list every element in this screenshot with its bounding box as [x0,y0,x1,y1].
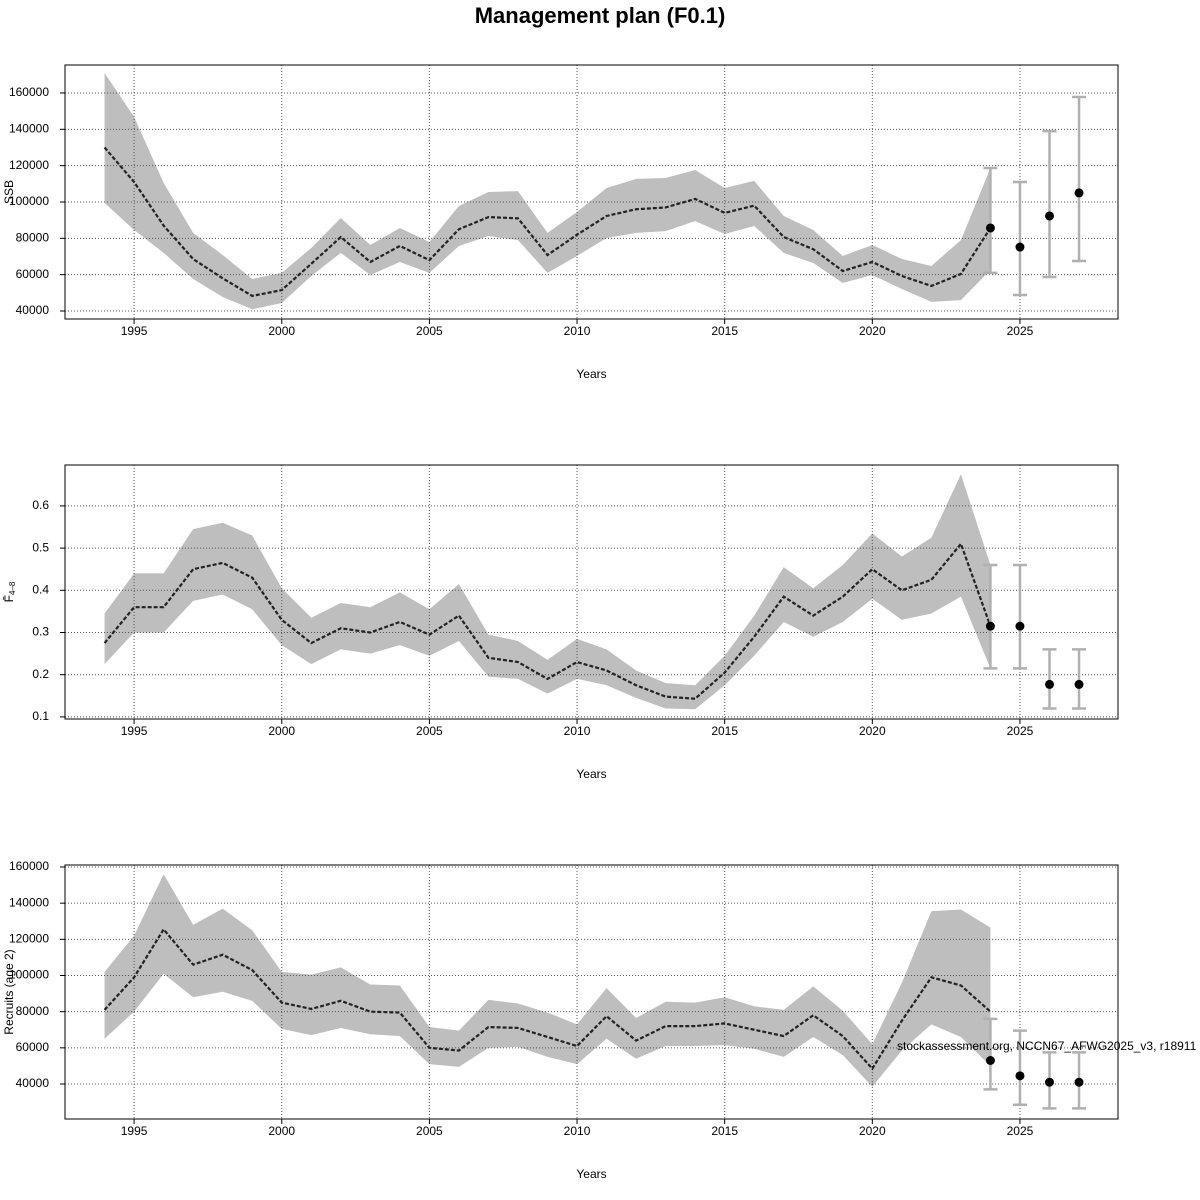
error-bar [1012,1029,1027,1107]
projection-point [985,223,995,233]
x-tick-label: 2005 [416,324,443,338]
projection-point [1074,679,1084,689]
error-bar [1012,180,1027,297]
x-tick-label: 2025 [1007,1124,1034,1138]
projection-point [1044,679,1054,689]
plot-frame [64,464,1119,720]
projection-point [1015,242,1025,252]
y-axis-label: SSB [2,180,16,204]
error-bar [1072,648,1087,710]
x-tick-label: 2025 [1007,724,1034,738]
panel: 1995 2000 2005 2010 2015 2020 2025 40000 60000 80… [2,859,1119,1181]
confidence-band [104,874,991,1087]
x-tick-label: 2010 [564,724,591,738]
x-axis-label: Years [576,367,606,381]
projection-point [985,1055,995,1065]
y-tick-label: 0.6 [32,498,49,512]
y-tick-label: 60000 [16,1040,50,1054]
x-tick-label: 1995 [121,1124,148,1138]
x-tick-label: 2020 [859,324,886,338]
panel: 1995 2000 2005 2010 2015 2020 2025 0.1 0.2 0.3 0.4… [2,464,1119,781]
error-bar [1042,648,1057,710]
y-tick-label: 120000 [9,158,49,172]
error-bar [1072,95,1087,263]
y-tick-label: 140000 [9,121,49,135]
error-bar [983,1017,998,1091]
x-tick-label: 2005 [416,1124,443,1138]
y-tick-label: 0.4 [32,582,49,596]
projection-point [1044,1077,1054,1087]
confidence-band [104,474,991,710]
x-tick-label: 2005 [416,724,443,738]
projection-point [1074,1077,1084,1087]
x-tick-label: 2025 [1007,324,1034,338]
y-axis-label-main: SSB [2,180,16,204]
x-tick-label: 2015 [711,724,738,738]
y-tick-label: 0.5 [32,540,49,554]
y-axis-label-main: F̄ [2,595,16,602]
confidence-band [104,72,991,310]
chart-title: Management plan (F0.1) [475,3,726,28]
x-axis-label: Years [576,767,606,781]
x-tick-label: 2015 [711,1124,738,1138]
y-tick-label: 160000 [9,859,49,873]
y-tick-label: 100000 [9,194,49,208]
error-bar [983,563,998,670]
y-tick-label: 0.2 [32,667,49,681]
y-tick-label: 80000 [16,1004,50,1018]
y-tick-label: 80000 [16,231,50,245]
plot-frame [64,64,1119,320]
y-tick-label: 160000 [9,85,49,99]
error-bar [983,166,998,275]
error-bar [1042,129,1057,279]
y-axis-label: F̄4–8 [2,581,17,602]
y-tick-label: 60000 [16,267,50,281]
y-tick-label: 0.1 [32,709,49,723]
panel: 1995 2000 2005 2010 2015 2020 2025 40000 60000 80… [2,64,1119,381]
x-tick-label: 1995 [121,724,148,738]
y-tick-label: 40000 [16,1076,50,1090]
y-tick-label: 40000 [16,303,50,317]
footer-note: stockassessment.org, NCCN67_AFWG2025_v3,… [897,1039,1200,1053]
y-tick-label: 100000 [9,968,49,982]
plot-frame [64,864,1119,1120]
x-tick-label: 2020 [859,724,886,738]
error-bar [1012,563,1027,670]
projection-point [1074,188,1084,198]
projection-point [985,621,995,631]
y-tick-label: 0.3 [32,625,49,639]
estimate-line [103,146,992,298]
y-tick-label: 120000 [9,932,49,946]
projection-point [1015,621,1025,631]
y-axis-label-subscript: 4–8 [8,581,17,595]
y-tick-label: 140000 [9,895,49,909]
x-tick-label: 2020 [859,1124,886,1138]
y-axis-label-main: Recruits (age 2) [2,949,16,1034]
estimate-line [103,541,992,700]
x-tick-label: 2010 [564,324,591,338]
x-tick-label: 2000 [268,324,295,338]
x-tick-label: 2010 [564,1124,591,1138]
x-axis-label: Years [576,1167,606,1181]
x-tick-label: 2015 [711,324,738,338]
x-tick-label: 2000 [268,1124,295,1138]
estimate-line [103,927,992,1071]
x-tick-label: 1995 [121,324,148,338]
projection-point [1015,1071,1025,1081]
x-tick-label: 2000 [268,724,295,738]
projection-point [1044,211,1054,221]
y-axis-label: Recruits (age 2) [2,949,16,1034]
